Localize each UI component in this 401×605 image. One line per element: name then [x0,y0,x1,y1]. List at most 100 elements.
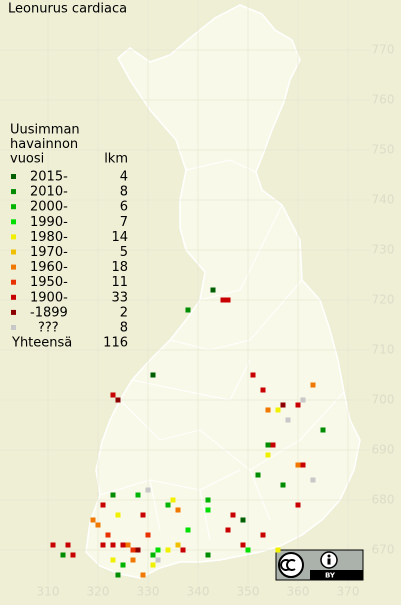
y-tick-label: 680 [372,493,395,507]
legend-label: 1980- [30,230,68,245]
observation-square [100,502,106,508]
legend-swatch [11,234,16,240]
y-tick-label: 720 [372,293,395,307]
observation-square [280,482,286,488]
observation-square [145,532,151,538]
observation-square [135,492,141,498]
legend-swatch [11,189,16,195]
observation-square [175,542,181,548]
legend-swatch [11,294,16,300]
legend-count: 8 [120,185,128,200]
observation-square [165,547,171,553]
observation-square [205,507,211,513]
grid [0,0,370,585]
observation-square [140,512,146,518]
legend-count: 14 [111,230,128,245]
y-tick-label: 670 [372,543,395,557]
legend-swatch [11,325,16,330]
cc-icon [278,552,304,578]
observation-square [120,542,126,548]
y-tick-label: 740 [372,193,395,207]
observation-square [135,547,141,553]
observation-square [110,492,116,498]
observation-square [185,527,191,533]
observation-square [150,562,156,568]
x-tick-label: 340 [187,585,210,599]
observation-square [180,547,186,553]
legend-label: 1970- [30,245,68,260]
observation-square [265,442,271,448]
legend-swatch [11,174,16,179]
observation-square [285,417,291,423]
observation-square [65,542,71,548]
observation-square [270,442,276,448]
legend-swatch [11,279,16,285]
observation-square [225,527,231,533]
legend-heading: havainnon [10,137,78,152]
observation-square [240,542,246,548]
observation-square [150,552,156,558]
observation-square [165,502,171,508]
legend-count: 18 [111,260,128,275]
title: Leonurus cardiaca [8,2,127,17]
y-tick-label: 710 [372,343,395,357]
observation-square [260,387,266,393]
observation-square [105,532,111,538]
legend-heading: Uusimman [10,123,80,138]
y-tick-label: 750 [372,143,395,157]
observation-square [245,547,251,553]
observation-square [205,497,211,503]
legend-count: 8 [120,321,128,336]
legend-swatch [11,249,16,255]
observation-square [275,547,281,553]
observation-square [295,462,301,468]
observation-square [255,472,261,478]
observation-square [230,512,236,518]
license-badge: BY [275,549,364,581]
y-tick-label: 730 [372,243,395,257]
by-body [327,558,331,565]
observations [50,287,326,578]
y-tick-label: 690 [372,443,395,457]
observation-square [220,297,226,303]
observation-square [295,402,301,408]
legend-count-heading: lkm [104,152,128,167]
legend-total-label: Yhteensä [11,336,72,351]
observation-square [300,462,306,468]
legend-label: 1990- [30,215,68,230]
observation-square [50,542,56,548]
observation-square [115,572,121,578]
observation-square [90,517,96,523]
legend-heading: vuosi [10,152,44,167]
observation-square [95,522,101,528]
legend-label: 2000- [30,200,68,215]
observation-square [240,517,246,523]
observation-square [155,547,161,553]
observation-square [250,372,256,378]
legend-label: 1900- [30,290,68,305]
legend-label: 2015- [30,170,68,185]
observation-square [110,557,116,563]
observation-square [115,397,121,403]
observation-square [115,512,121,518]
cc-glyph [280,559,296,571]
observation-square [100,542,106,548]
observation-square [130,547,136,553]
observation-square [300,397,306,403]
by-head [327,554,331,558]
badge-label: BY [325,572,336,580]
observation-square [265,407,271,413]
legend-label: 1960- [30,260,68,275]
observation-square [145,487,151,493]
legend-label: 2010- [30,185,68,200]
legend-count: 4 [120,170,128,185]
legend-count: 6 [120,200,128,215]
observation-square [170,497,176,503]
legend-count: 5 [120,245,128,260]
observation-square [310,382,316,388]
y-tick-label: 700 [372,393,395,407]
legend-swatch [11,309,16,315]
legend-label: 1950- [30,275,68,290]
legend-count: 7 [120,215,128,230]
badge-strip [310,570,363,580]
